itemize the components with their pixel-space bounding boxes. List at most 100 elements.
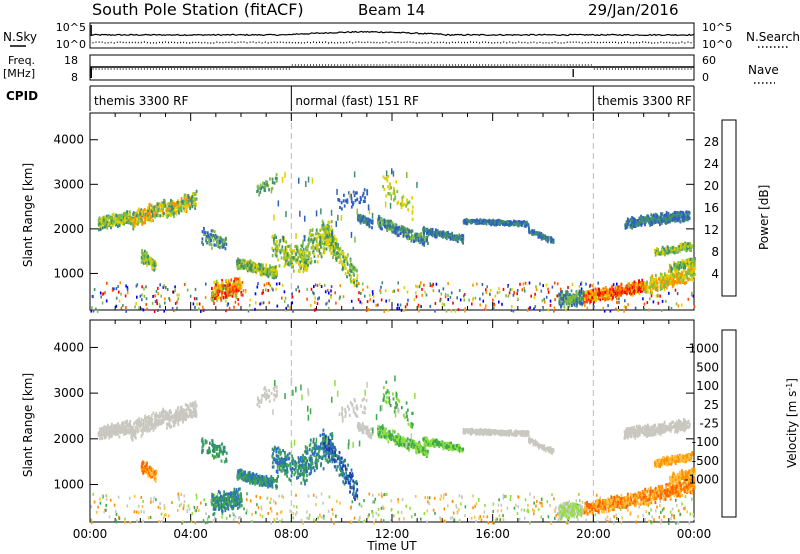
power-scatter-cell: [633, 217, 635, 221]
power-ground-cell: [297, 285, 299, 289]
power-scatter-cell: [661, 282, 664, 286]
power-scatter-cell: [681, 261, 683, 265]
power-streak-cell: [335, 221, 337, 227]
power-scatter-cell: [145, 261, 147, 265]
power-scatter-cell: [286, 253, 289, 257]
velocity-ground-cell: [162, 516, 165, 520]
power-scatter-cell: [438, 233, 441, 237]
power-ground-cell: [417, 303, 420, 307]
power-scatter-cell: [676, 280, 679, 284]
power-scatter-cell: [396, 189, 399, 194]
power-ground-cell: [372, 294, 375, 298]
power-scatter-cell: [673, 281, 675, 286]
power-scatter-cell: [332, 242, 335, 246]
power-scatter-cell: [170, 213, 172, 218]
power-scatter-cell: [629, 218, 632, 222]
power-scatter-cell: [669, 220, 671, 224]
velocity-ground-cell: [350, 520, 353, 524]
power-scatter-cell: [686, 247, 688, 251]
power-scatter-cell: [585, 294, 588, 298]
power-scatter-cell: [185, 207, 188, 211]
power-scatter-cell: [640, 220, 642, 225]
power-scatter-cell: [687, 212, 690, 216]
power-scatter-cell: [213, 301, 215, 305]
velocity-ground-cell: [140, 510, 142, 514]
power-ground-cell: [295, 288, 297, 292]
power-scatter-cell: [669, 276, 671, 280]
power-scatter-cell: [225, 242, 228, 246]
power-scatter-cell: [560, 296, 562, 300]
power-scatter-cell: [661, 273, 663, 277]
power-scatter-cell: [256, 267, 259, 271]
power-scatter-cell: [214, 233, 217, 238]
power-ground-cell: [262, 289, 264, 292]
power-scatter-cell: [106, 217, 109, 221]
power-scatter-cell: [629, 285, 631, 289]
power-scatter-cell: [315, 232, 317, 236]
power-ground-cell: [388, 298, 391, 302]
power-scatter-cell: [165, 211, 168, 216]
power-scatter-cell: [215, 236, 218, 240]
power-ground-cell: [205, 282, 207, 286]
power-scatter-cell: [250, 268, 252, 272]
power-scatter-cell: [148, 203, 151, 207]
power-scatter-cell: [209, 233, 211, 237]
power-scatter-cell: [190, 197, 193, 201]
power-scatter-cell: [327, 244, 330, 248]
power-scatter-cell: [270, 272, 273, 276]
power-scatter-cell: [681, 215, 683, 219]
power-scatter-cell: [173, 215, 175, 219]
power-scatter-cell: [254, 265, 256, 269]
power-scatter-cell: [276, 177, 278, 181]
power-scatter-cell: [164, 204, 167, 208]
power-ground-cell: [138, 306, 140, 310]
power-scatter-cell: [463, 221, 465, 225]
power-scatter-cell: [203, 232, 205, 236]
power-ground-cell: [528, 281, 531, 285]
power-scatter-cell: [217, 291, 220, 295]
power-scatter-cell: [458, 234, 461, 238]
power-ground-cell: [125, 284, 127, 288]
power-scatter-cell: [304, 264, 306, 268]
power-scatter-cell: [649, 291, 652, 295]
power-ground-cell: [649, 297, 651, 301]
power-scatter-cell: [540, 237, 543, 241]
power-scatter-cell: [453, 237, 455, 241]
power-scatter-cell: [469, 221, 472, 225]
power-scatter-cell: [517, 223, 519, 227]
power-streak-cell: [356, 208, 358, 215]
power-ground-cell: [118, 290, 120, 294]
power-scatter-cell: [172, 206, 175, 210]
power-ground-cell: [511, 288, 513, 291]
power-scatter-cell: [688, 270, 691, 274]
power-scatter-cell: [662, 217, 664, 221]
power-scatter-cell: [659, 287, 662, 291]
power-scatter-cell: [597, 292, 599, 296]
power-ground-cell: [530, 294, 532, 298]
power-streak-cell: [295, 232, 297, 239]
power-scatter-cell: [426, 239, 428, 243]
power-scatter-cell: [222, 296, 225, 300]
power-ground-cell: [472, 298, 474, 302]
power-scatter-cell: [265, 181, 267, 185]
power-scatter-cell: [692, 267, 695, 271]
power-ground-cell: [225, 309, 227, 313]
power-scatter-cell: [687, 210, 690, 214]
power-scatter-cell: [340, 251, 343, 255]
power-scatter-cell: [274, 268, 277, 272]
power-scatter-cell: [503, 222, 506, 226]
power-scatter-cell: [106, 221, 109, 225]
power-scatter-cell: [263, 188, 266, 192]
power-scatter-cell: [352, 271, 355, 276]
power-scatter-cell: [273, 274, 276, 278]
velocity-ground-cell: [605, 510, 608, 514]
power-scatter-cell: [660, 250, 662, 254]
power-scatter-cell: [283, 255, 286, 259]
power-scatter-cell: [101, 226, 104, 230]
power-scatter-cell: [646, 288, 649, 292]
power-scatter-cell: [226, 287, 229, 291]
power-scatter-cell: [642, 218, 644, 222]
power-scatter-cell: [273, 181, 276, 185]
power-scatter-cell: [604, 293, 607, 297]
power-scatter-cell: [111, 221, 114, 225]
